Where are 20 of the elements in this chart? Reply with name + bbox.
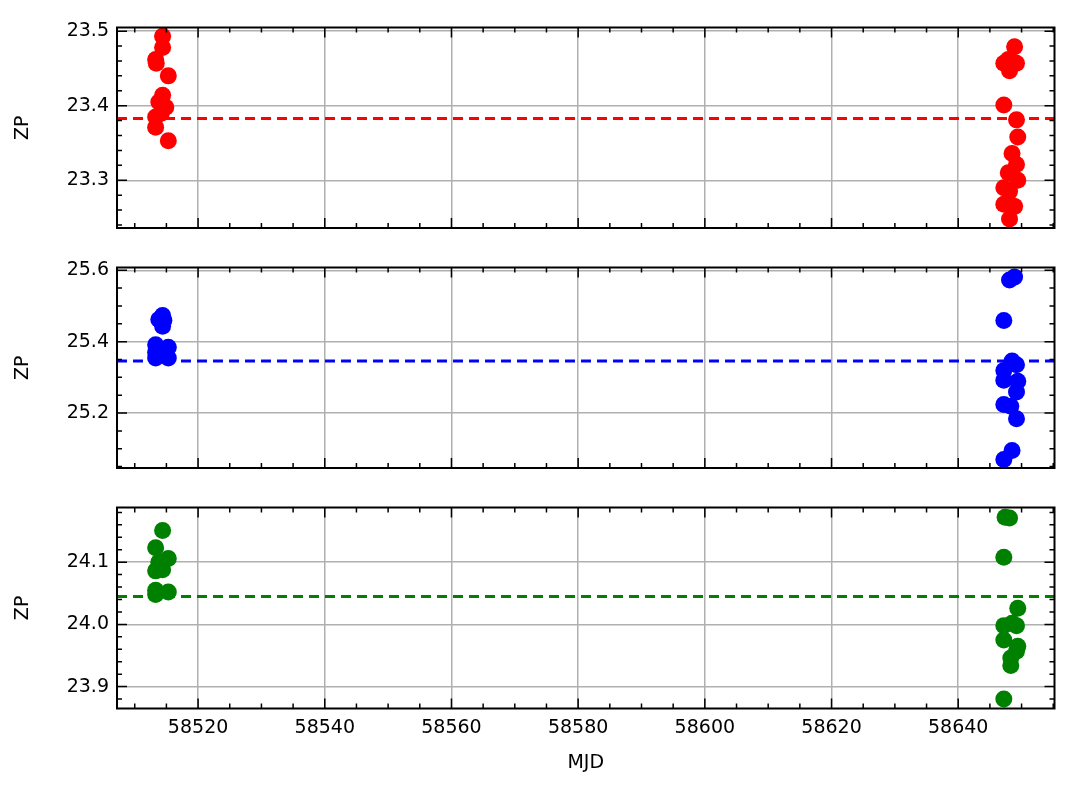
y-tick-label: 23.3 bbox=[66, 167, 109, 190]
y-tick-label: 24.0 bbox=[66, 611, 109, 634]
y-tick-label: 25.2 bbox=[66, 399, 109, 422]
y-axis-title: ZP bbox=[10, 595, 33, 621]
y-tick-label: 23.9 bbox=[66, 673, 109, 696]
y-axis-title: ZP bbox=[10, 115, 33, 140]
x-tick-label: 58520 bbox=[167, 714, 229, 737]
x-tick-label: 58640 bbox=[927, 714, 989, 737]
x-tick-label: 58540 bbox=[294, 714, 355, 737]
y-tick-label: 25.6 bbox=[66, 257, 109, 280]
y-tick-label: 23.4 bbox=[66, 92, 109, 115]
y-axis-title: ZP bbox=[10, 355, 33, 380]
x-axis-title: MJD bbox=[567, 749, 605, 772]
x-tick-label: 58580 bbox=[547, 714, 609, 737]
y-tick-label: 25.4 bbox=[66, 328, 109, 351]
y-tick-label: 24.1 bbox=[66, 549, 109, 572]
x-tick-label: 58560 bbox=[421, 714, 482, 737]
y-tick-label: 23.5 bbox=[66, 18, 109, 41]
x-tick-label: 58600 bbox=[674, 714, 736, 737]
x-tick-label: 58620 bbox=[801, 714, 862, 737]
